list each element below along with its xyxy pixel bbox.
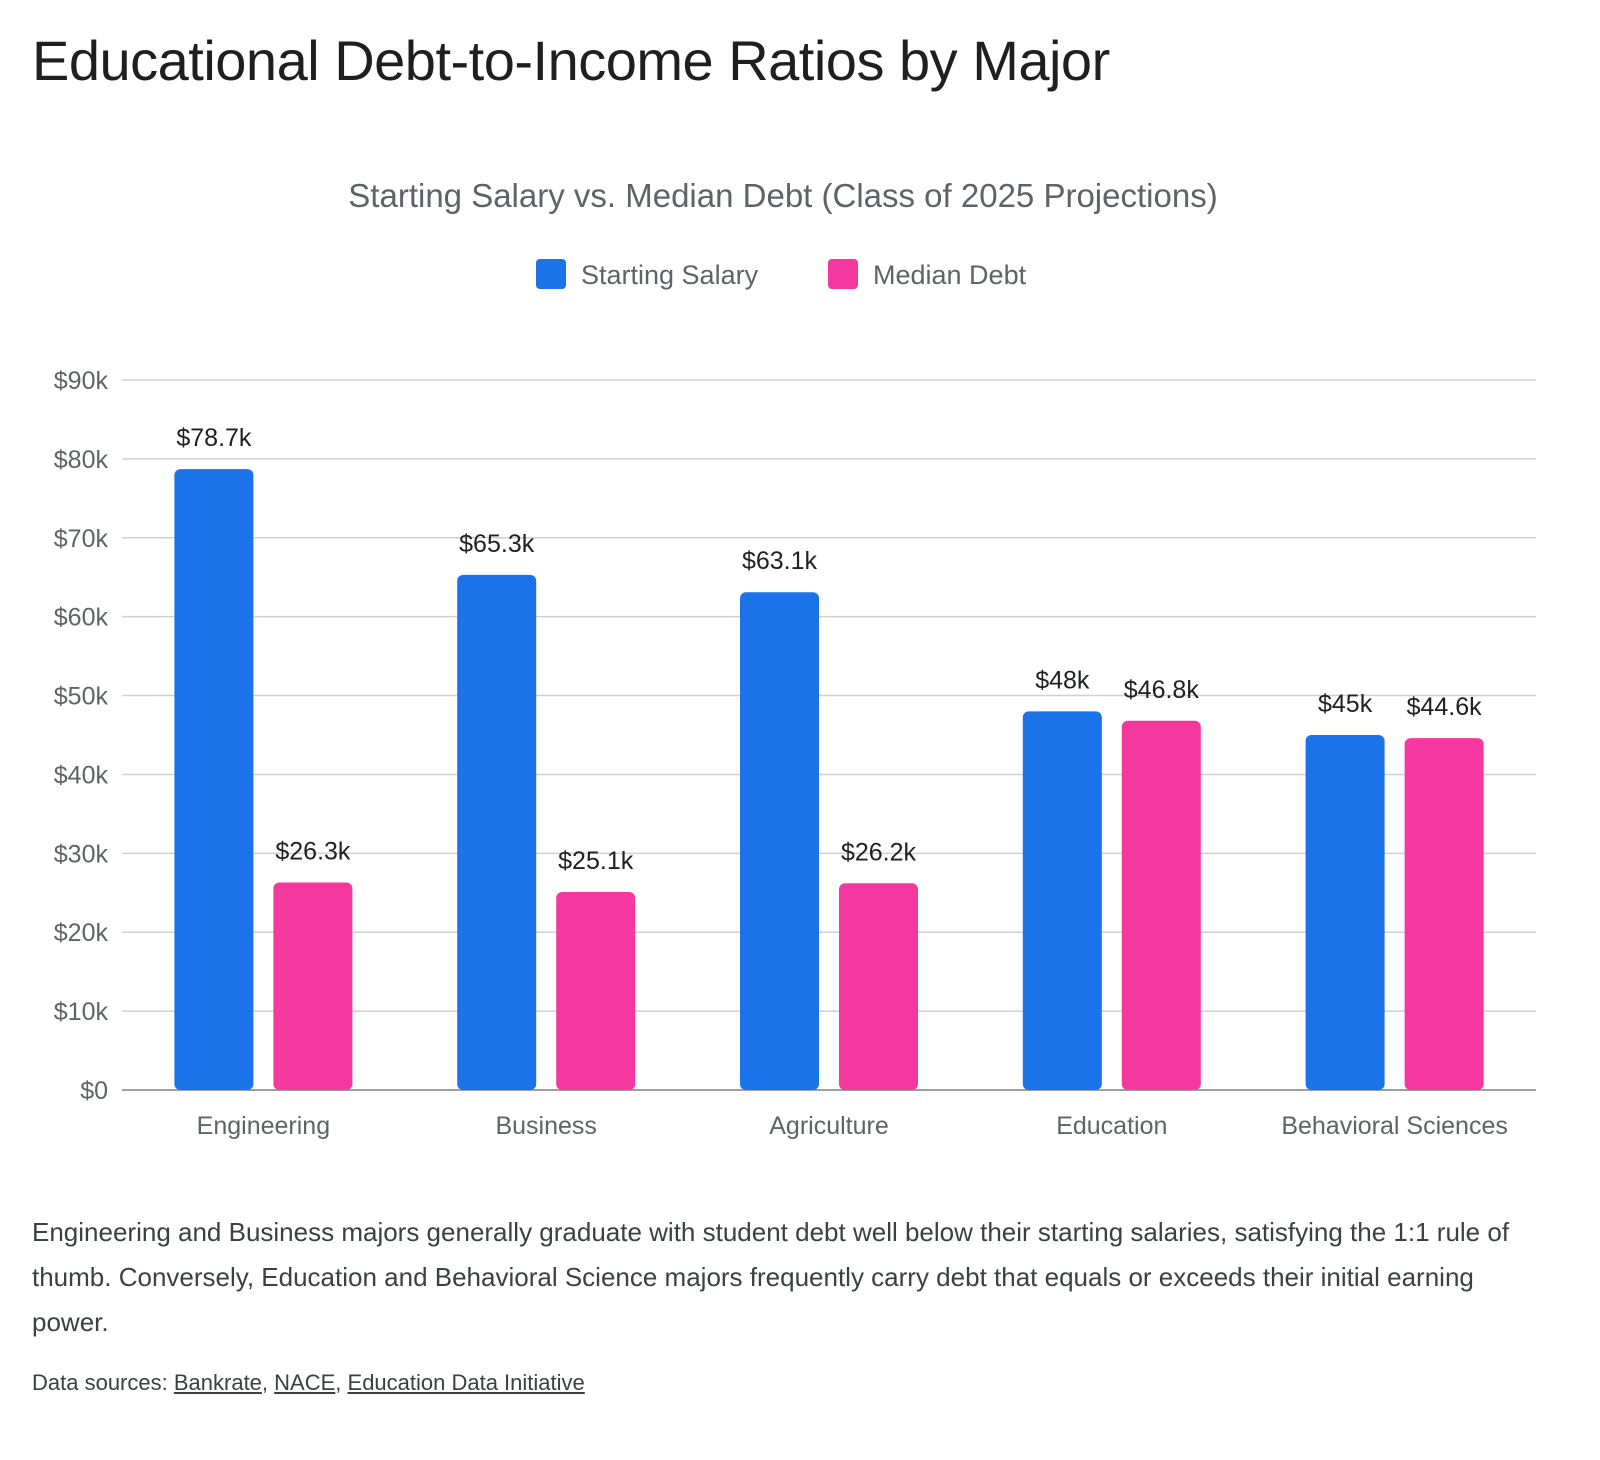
- y-tick-label: $80k: [54, 446, 109, 474]
- data-label: $25.1k: [558, 847, 634, 875]
- legend-swatch: [828, 259, 858, 289]
- x-tick-label: Behavioral Sciences: [1281, 1112, 1508, 1140]
- chart-container: Starting Salary vs. Median Debt (Class o…: [54, 177, 1536, 1140]
- data-label: $44.6k: [1407, 693, 1483, 721]
- y-tick-label: $70k: [54, 525, 109, 553]
- x-tick-label: Agriculture: [769, 1112, 889, 1140]
- bar-median-debt[interactable]: [556, 891, 636, 1090]
- x-tick-label: Business: [495, 1112, 596, 1140]
- legend-swatch: [536, 259, 566, 289]
- bar-median-debt[interactable]: [1404, 738, 1484, 1090]
- chart-title: Starting Salary vs. Median Debt (Class o…: [348, 177, 1217, 214]
- bar-starting-salary[interactable]: [1305, 735, 1385, 1090]
- data-label: $65.3k: [459, 530, 535, 558]
- legend-label: Starting Salary: [581, 260, 759, 290]
- source-link-education-data-initiative[interactable]: Education Data Initiative: [347, 1370, 585, 1395]
- bar-starting-salary[interactable]: [174, 469, 254, 1091]
- bar-starting-salary[interactable]: [740, 592, 819, 1090]
- bar-median-debt[interactable]: [273, 882, 353, 1090]
- y-tick-label: $50k: [54, 683, 109, 711]
- data-label: $63.1k: [742, 547, 818, 575]
- y-tick-label: $0: [80, 1077, 108, 1105]
- data-label: $78.7k: [176, 424, 252, 452]
- source-separator: ,: [335, 1370, 348, 1395]
- bar-chart: Starting Salary vs. Median Debt (Class o…: [54, 177, 1536, 1140]
- y-tick-label: $20k: [54, 919, 109, 947]
- bar-median-debt[interactable]: [839, 883, 918, 1090]
- bar-starting-salary[interactable]: [1022, 711, 1102, 1090]
- y-tick-label: $30k: [54, 840, 109, 868]
- page-title: Educational Debt-to-Income Ratios by Maj…: [32, 29, 1110, 92]
- data-label: $26.3k: [275, 838, 351, 866]
- source-link-nace[interactable]: NACE: [274, 1370, 336, 1395]
- data-label: $48k: [1035, 666, 1090, 694]
- source-link-bankrate[interactable]: Bankrate: [173, 1370, 262, 1395]
- bar-starting-salary[interactable]: [457, 574, 537, 1090]
- legend-label: Median Debt: [873, 260, 1027, 290]
- y-tick-label: $40k: [54, 761, 109, 789]
- y-tick-label: $10k: [54, 998, 109, 1026]
- x-tick-label: Engineering: [197, 1112, 330, 1140]
- data-label: $26.2k: [841, 838, 917, 866]
- y-tick-label: $90k: [54, 367, 109, 395]
- chart-description: Engineering and Business majors generall…: [32, 1217, 1510, 1337]
- source-separator: ,: [261, 1370, 275, 1395]
- x-tick-label: Education: [1056, 1112, 1167, 1140]
- data-sources: Data sources: Bankrate, NACE, Education …: [32, 1370, 585, 1396]
- data-label: $45k: [1318, 690, 1373, 718]
- sources-label: Data sources:: [32, 1370, 168, 1395]
- data-label: $46.8k: [1124, 676, 1200, 704]
- y-tick-label: $60k: [54, 604, 109, 632]
- bar-median-debt[interactable]: [1121, 720, 1201, 1090]
